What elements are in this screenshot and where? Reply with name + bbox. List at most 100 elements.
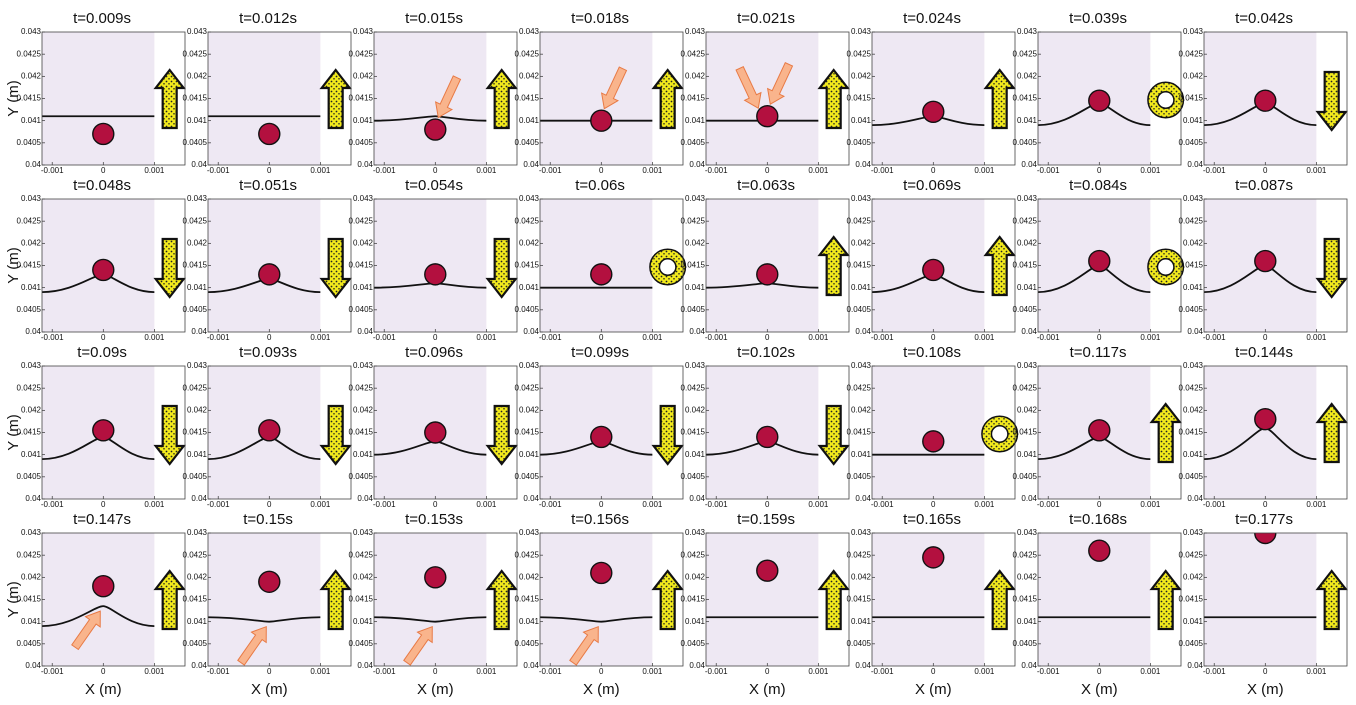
x-tick-label: 0.001: [642, 667, 663, 676]
panel: 0.040.04050.0410.04150.0420.04250.043-0.…: [681, 177, 849, 342]
x-tick-label: -0.001: [871, 333, 894, 342]
y-tick-label: 0.0415: [681, 595, 706, 604]
drop: [425, 422, 446, 443]
drop: [1089, 420, 1110, 441]
x-tick-label: 0.001: [310, 333, 331, 342]
y-tick-label: 0.0405: [681, 639, 706, 648]
x-tick-label: -0.001: [1037, 500, 1060, 509]
y-tick-label: 0.0405: [1179, 639, 1204, 648]
y-axis-label: Y (m): [5, 80, 22, 116]
y-tick-label: 0.0425: [1013, 383, 1038, 392]
y-tick-label: 0.0425: [17, 550, 42, 559]
motion-arrow: [322, 571, 350, 629]
motion-arrow: [654, 571, 682, 629]
x-tick-label: -0.001: [539, 667, 562, 676]
panel: 0.040.04050.0410.04150.0420.04250.043-0.…: [847, 344, 1015, 509]
x-tick-label: 0: [931, 166, 936, 175]
y-tick-label: 0.0405: [1013, 472, 1038, 481]
y-tick-label: 0.04: [1021, 327, 1037, 336]
drop: [923, 101, 944, 122]
y-tick-label: 0.042: [519, 405, 540, 414]
motion-arrow: [156, 239, 184, 297]
panel-title: t=0.015s: [405, 10, 463, 27]
panel: 0.040.04050.0410.04150.0420.04250.043-0.…: [1013, 511, 1181, 698]
panel-title: t=0.018s: [571, 10, 629, 27]
panel: 0.040.04050.0410.04150.0420.04250.043-0.…: [847, 177, 1015, 342]
panel-title: t=0.021s: [737, 10, 795, 27]
y-tick-label: 0.043: [1017, 361, 1038, 370]
x-tick-label: 0: [1097, 333, 1102, 342]
y-tick-label: 0.0405: [1013, 138, 1038, 147]
y-tick-label: 0.043: [21, 194, 42, 203]
panel: 0.040.04050.0410.04150.0420.04250.043-0.…: [1179, 344, 1347, 509]
panel-title: t=0.087s: [1235, 177, 1293, 194]
panel-title: t=0.117s: [1070, 344, 1127, 361]
x-tick-label: 0.001: [310, 166, 331, 175]
x-tick-label: -0.001: [871, 166, 894, 175]
y-tick-label: 0.04: [1021, 160, 1037, 169]
y-tick-label: 0.0405: [847, 138, 872, 147]
motion-arrow: [1152, 404, 1180, 462]
panel: 0.040.04050.0410.04150.0420.04250.043-0.…: [183, 344, 351, 509]
x-tick-label: 0: [931, 500, 936, 509]
x-tick-label: 0: [1097, 667, 1102, 676]
x-tick-label: 0.001: [310, 500, 331, 509]
y-tick-label: 0.0425: [183, 216, 208, 225]
x-tick-label: -0.001: [373, 333, 396, 342]
x-tick-label: 0.001: [476, 667, 497, 676]
x-tick-label: 0.001: [476, 166, 497, 175]
x-axis-label: X (m): [749, 681, 786, 698]
motion-arrow: [986, 237, 1014, 295]
y-tick-label: 0.04: [191, 494, 207, 503]
y-tick-label: 0.043: [353, 194, 374, 203]
domain-bg: [706, 32, 818, 165]
domain-bg: [1204, 533, 1316, 666]
y-tick-label: 0.041: [21, 450, 42, 459]
x-tick-label: 0.001: [1306, 500, 1327, 509]
y-tick-label: 0.0405: [17, 305, 42, 314]
panel-title: t=0.165s: [903, 511, 961, 528]
panel-title: t=0.051s: [239, 177, 297, 194]
y-tick-label: 0.0425: [515, 383, 540, 392]
panel-title: t=0.144s: [1235, 344, 1293, 361]
y-tick-label: 0.0415: [1179, 595, 1204, 604]
still-indicator: [1153, 87, 1179, 113]
y-tick-label: 0.041: [21, 283, 42, 292]
x-tick-label: -0.001: [539, 333, 562, 342]
domain-bg: [872, 32, 984, 165]
y-tick-label: 0.0425: [515, 216, 540, 225]
y-tick-label: 0.041: [187, 450, 208, 459]
y-tick-label: 0.042: [519, 572, 540, 581]
y-tick-label: 0.0415: [847, 94, 872, 103]
drop: [591, 426, 612, 447]
panel: 0.040.04050.0410.04150.0420.04250.043-0.…: [515, 511, 683, 698]
x-tick-label: 0: [267, 333, 272, 342]
y-tick-label: 0.04: [25, 661, 41, 670]
domain-bg: [374, 533, 486, 666]
x-tick-label: 0: [433, 500, 438, 509]
y-tick-label: 0.0405: [349, 639, 374, 648]
panel-title: t=0.168s: [1069, 511, 1127, 528]
drop: [1255, 409, 1276, 430]
y-tick-label: 0.0415: [1013, 261, 1038, 270]
x-tick-label: 0.001: [974, 500, 995, 509]
panel: 0.040.04050.0410.04150.0420.04250.043-0.…: [5, 10, 185, 175]
panel-title: t=0.009s: [73, 10, 131, 27]
y-tick-label: 0.041: [685, 617, 706, 626]
panel-title: t=0.156s: [571, 511, 629, 528]
y-tick-label: 0.04: [1021, 661, 1037, 670]
x-tick-label: 0: [433, 333, 438, 342]
x-tick-label: 0: [101, 166, 106, 175]
y-tick-label: 0.041: [1017, 617, 1038, 626]
drop: [93, 420, 114, 441]
y-tick-label: 0.0415: [349, 428, 374, 437]
x-tick-label: 0.001: [642, 500, 663, 509]
drop: [259, 571, 280, 592]
still-indicator: [655, 254, 681, 280]
x-tick-label: 0.001: [1306, 333, 1327, 342]
y-tick-label: 0.0405: [515, 472, 540, 481]
y-tick-label: 0.0405: [1179, 305, 1204, 314]
y-tick-label: 0.042: [519, 238, 540, 247]
y-tick-label: 0.0425: [515, 550, 540, 559]
y-tick-label: 0.0425: [349, 49, 374, 58]
